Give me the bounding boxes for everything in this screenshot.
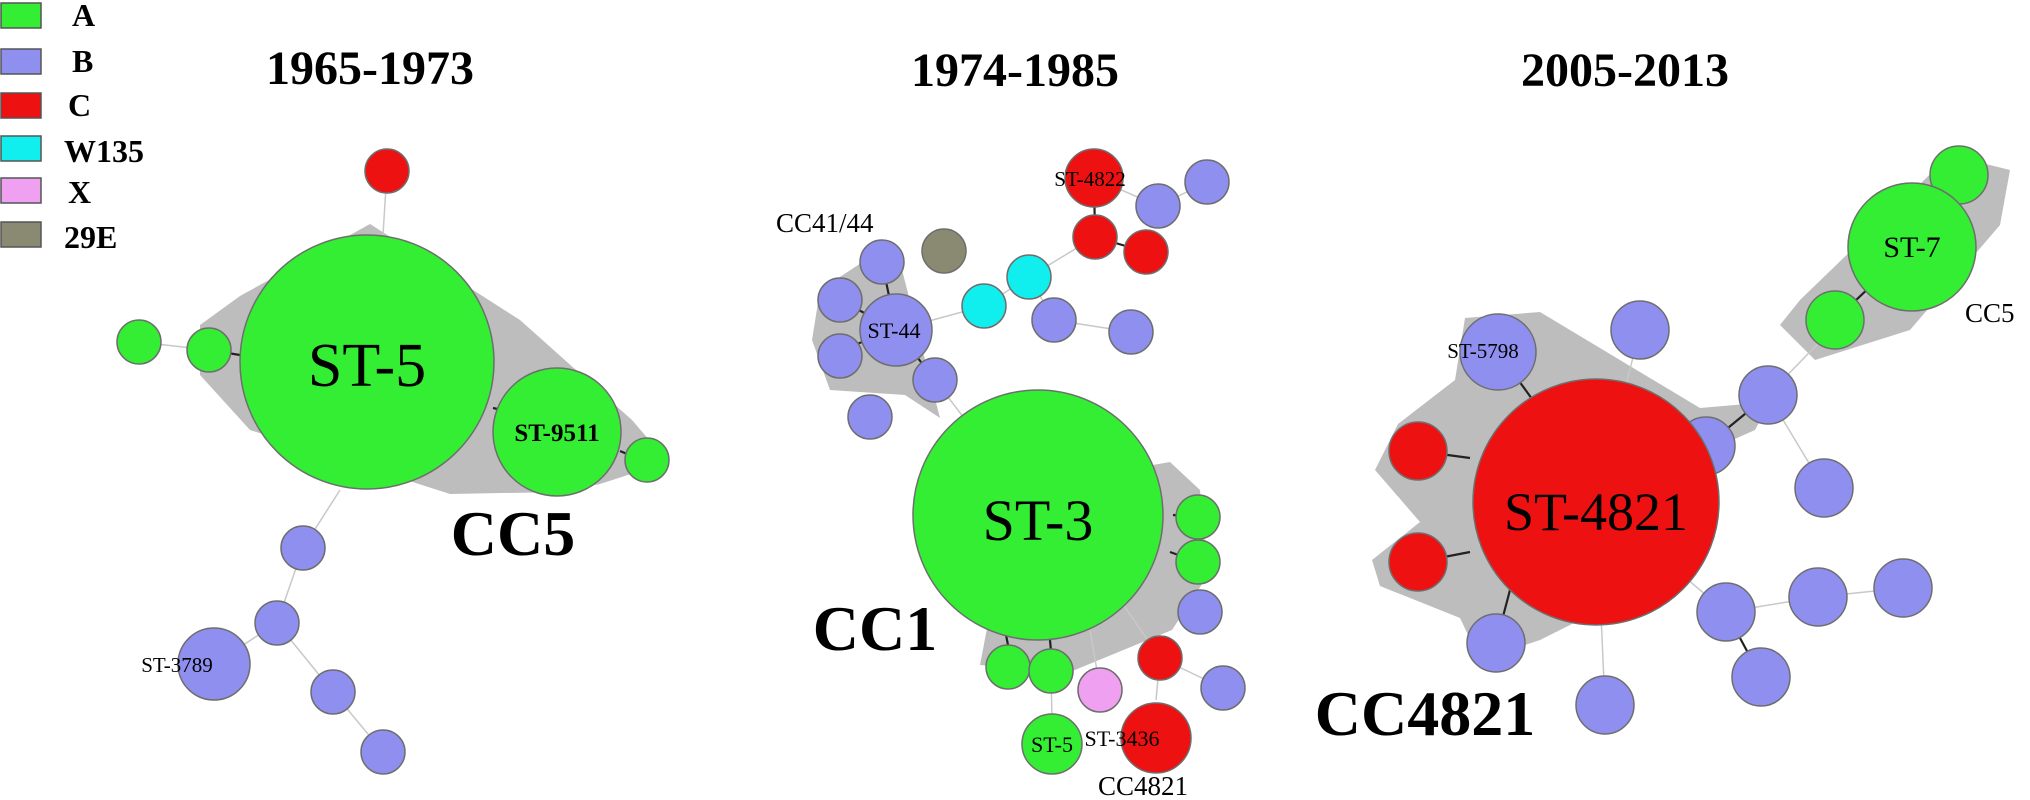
panel-title-1974-1985: 1974-1985 xyxy=(911,44,1119,97)
node-29e xyxy=(921,228,967,274)
node-b xyxy=(1731,647,1791,707)
panel-1965-1973: 1965-1973 ST-5 ST-9511 ST-3789 CC5 xyxy=(116,42,670,775)
node-label-st-4821: ST-4821 xyxy=(1504,482,1688,542)
legend-swatch-29e xyxy=(0,221,42,248)
node-b xyxy=(310,669,356,715)
node-st-44 xyxy=(859,293,933,367)
node-a xyxy=(624,437,670,483)
legend-swatch-a xyxy=(0,2,42,29)
legend-item-29e: 29E xyxy=(0,219,117,255)
legend-label-a: A xyxy=(72,0,95,33)
node-b xyxy=(360,729,406,775)
node-label-st-3436: ST-3436 xyxy=(1085,726,1160,751)
node-label-st-4822: ST-4822 xyxy=(1054,167,1126,191)
node-a xyxy=(1805,290,1865,350)
node-b xyxy=(280,525,326,571)
node-st-9511 xyxy=(492,367,622,497)
legend-item-b: B xyxy=(0,43,93,79)
node-b xyxy=(1466,613,1526,673)
panel-title-1965-1973: 1965-1973 xyxy=(266,42,474,95)
node-b xyxy=(1738,365,1798,425)
complex-label-cc4821: CC4821 xyxy=(1315,678,1535,749)
node-b xyxy=(859,239,905,285)
legend-label-w135: W135 xyxy=(64,133,144,169)
legend-item-c: C xyxy=(0,87,91,123)
node-label-st-44: ST-44 xyxy=(868,318,921,343)
node-st-3789 xyxy=(177,627,251,701)
node-w135 xyxy=(961,283,1007,329)
annotation-cc4821: CC4821 xyxy=(1098,771,1188,800)
panel-2005-2013: 2005-2013 xyxy=(1315,44,2015,749)
legend-swatch-c xyxy=(0,92,42,119)
legend-label-b: B xyxy=(72,43,93,79)
legend-swatch-w135 xyxy=(0,135,42,162)
node-c xyxy=(1072,214,1118,260)
node-b xyxy=(1108,309,1154,355)
legend-item-w135: W135 xyxy=(0,133,144,169)
annotation-cc41-44: CC41/44 xyxy=(776,208,874,238)
panel-title-2005-2013: 2005-2013 xyxy=(1521,44,1729,97)
node-c xyxy=(1388,421,1448,481)
complex-label-cc5: CC5 xyxy=(451,498,575,569)
node-x xyxy=(1077,667,1123,713)
annotation-cc5-2013: CC5 xyxy=(1965,298,2015,328)
node-a xyxy=(1028,648,1074,694)
node-a xyxy=(1175,494,1221,540)
legend: A B C W135 X 29E xyxy=(0,0,144,255)
node-b xyxy=(1873,558,1933,618)
legend-item-x: X xyxy=(0,174,91,210)
node-b xyxy=(847,394,893,440)
node-c xyxy=(1123,229,1169,275)
node-st-5798 xyxy=(1459,313,1537,391)
node-label-st-9511: ST-9511 xyxy=(514,420,599,447)
node-b xyxy=(817,277,863,323)
node-st-4822 xyxy=(1064,148,1124,208)
node-label-st-7: ST-7 xyxy=(1883,231,1940,264)
node-st-7 xyxy=(1847,182,1977,312)
node-b xyxy=(1794,458,1854,518)
node-st-3 xyxy=(912,389,1164,641)
node-a xyxy=(186,327,232,373)
node-label-st-5798: ST-5798 xyxy=(1447,339,1519,363)
node-b xyxy=(1200,665,1246,711)
node-st-4821 xyxy=(1472,378,1720,626)
node-b xyxy=(254,600,300,646)
node-a xyxy=(116,319,162,365)
node-b xyxy=(1135,183,1181,229)
node-label-st-3: ST-3 xyxy=(983,488,1094,553)
node-label-st-3789: ST-3789 xyxy=(141,653,213,677)
panel-1974-1985: 1974-1985 xyxy=(776,44,1246,800)
node-label-st-5-small: ST-5 xyxy=(1031,732,1073,757)
node-w135 xyxy=(1006,254,1052,300)
node-a xyxy=(1175,539,1221,585)
node-a xyxy=(985,644,1031,690)
node-b xyxy=(1031,297,1077,343)
node-b xyxy=(1696,582,1756,642)
legend-item-a: A xyxy=(0,0,95,33)
node-st-5 xyxy=(239,234,495,490)
node-label-st-5: ST-5 xyxy=(308,332,426,400)
legend-label-x: X xyxy=(68,174,91,210)
node-st-5-small xyxy=(1021,713,1083,775)
node-b xyxy=(817,333,863,379)
node-b xyxy=(912,357,958,403)
node-c xyxy=(1137,635,1183,681)
legend-swatch-b xyxy=(0,48,42,75)
node-b xyxy=(1788,567,1848,627)
node-b xyxy=(1177,589,1223,635)
node-c xyxy=(364,148,410,194)
node-st-3436 xyxy=(1120,702,1192,774)
legend-label-29e: 29E xyxy=(64,219,117,255)
complex-label-cc1: CC1 xyxy=(813,593,937,664)
node-b xyxy=(1610,300,1670,360)
node-b xyxy=(1575,675,1635,735)
legend-swatch-x xyxy=(0,177,42,204)
legend-label-c: C xyxy=(68,87,91,123)
node-b xyxy=(1184,159,1230,205)
node-c xyxy=(1388,532,1448,592)
